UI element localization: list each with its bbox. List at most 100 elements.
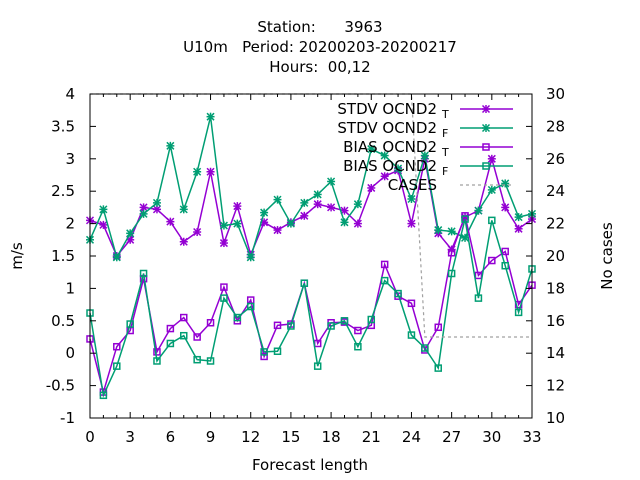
legend-label: BIAS OCND2 xyxy=(343,157,437,175)
y2-tick-label: 10 xyxy=(546,409,565,427)
y2-tick-label: 12 xyxy=(546,377,565,395)
data-point xyxy=(112,253,121,262)
data-point xyxy=(407,331,416,339)
axes-layer: 0 3 6 9 12 15 18 21 24 27 30 33 -1 -0.5 0 0.5 1 1.5 2 2.5 3 3… xyxy=(46,85,565,446)
data-point xyxy=(246,253,255,262)
data-point xyxy=(447,249,456,257)
data-point xyxy=(488,216,496,225)
x-tick-label: 27 xyxy=(442,428,461,446)
y2-tick-label: 28 xyxy=(546,117,565,135)
x-tick-label: 30 xyxy=(482,428,501,446)
data-point xyxy=(220,283,228,291)
data-point xyxy=(219,239,228,248)
x-tick-label: 24 xyxy=(402,428,421,446)
data-point xyxy=(220,294,228,302)
y-axis-label: m/s xyxy=(8,242,26,270)
data-point xyxy=(327,322,335,330)
data-point xyxy=(474,271,483,280)
y2-tick-label: 18 xyxy=(546,279,565,297)
data-point xyxy=(206,357,215,365)
data-point xyxy=(206,318,215,327)
data-point xyxy=(300,211,309,220)
y-tick-label: -0.5 xyxy=(46,377,75,395)
data-point xyxy=(407,299,416,308)
data-point xyxy=(206,167,215,176)
data-point xyxy=(246,302,255,311)
x-tick-label: 3 xyxy=(125,428,135,446)
data-point xyxy=(474,206,483,215)
data-point xyxy=(99,205,108,214)
series-line xyxy=(89,218,533,398)
legend-label: STDV OCND2 xyxy=(337,119,437,137)
data-point xyxy=(340,218,349,227)
data-point xyxy=(380,260,389,269)
data-point xyxy=(126,320,134,328)
data-point xyxy=(193,167,202,176)
series-layer xyxy=(85,93,537,400)
legend-entry: BIAS OCND2 F xyxy=(343,157,513,178)
data-point xyxy=(501,203,510,212)
data-point xyxy=(394,289,402,298)
legend-label: CASES xyxy=(388,176,437,194)
data-point xyxy=(434,226,443,235)
data-point xyxy=(501,179,510,188)
data-point xyxy=(193,355,201,364)
data-point xyxy=(179,237,188,246)
legend-entry: STDV OCND2 T xyxy=(337,100,513,121)
data-point xyxy=(487,154,496,163)
data-point xyxy=(287,322,295,330)
data-point xyxy=(474,294,483,302)
legend-subscript: F xyxy=(442,127,448,140)
series-0 xyxy=(85,154,537,261)
y2-tick-label: 20 xyxy=(546,247,565,265)
y-tick-label: -1 xyxy=(60,409,75,427)
y-tick-label: 0.5 xyxy=(51,312,75,330)
y-tick-label: 1 xyxy=(65,279,75,297)
data-point xyxy=(193,333,201,341)
data-point xyxy=(300,279,309,287)
data-point xyxy=(354,326,362,335)
y-tick-label: 3.5 xyxy=(51,117,75,135)
data-point xyxy=(514,308,523,317)
data-point xyxy=(501,247,509,256)
x-tick-label: 6 xyxy=(166,428,176,446)
data-point xyxy=(434,323,442,332)
data-point xyxy=(166,217,175,226)
x-tick-label: 33 xyxy=(522,428,541,446)
data-point xyxy=(340,317,349,325)
data-point xyxy=(153,357,161,365)
data-point xyxy=(260,348,268,356)
data-point xyxy=(461,215,469,223)
data-point xyxy=(407,219,416,228)
data-point xyxy=(166,339,175,348)
data-point xyxy=(354,342,362,351)
data-point xyxy=(166,324,175,333)
data-point xyxy=(206,112,215,121)
data-point xyxy=(99,391,108,400)
data-point xyxy=(380,151,389,160)
y2-tick-label: 26 xyxy=(546,150,565,168)
legend-entry: STDV OCND2 F xyxy=(337,119,513,140)
y-tick-label: 2.5 xyxy=(51,182,75,200)
data-point xyxy=(313,190,322,199)
data-point xyxy=(487,185,496,194)
data-point xyxy=(367,145,376,154)
data-point xyxy=(353,200,362,209)
x-tick-label: 0 xyxy=(85,428,95,446)
data-point xyxy=(514,213,523,222)
y-tick-label: 1.5 xyxy=(51,247,75,265)
data-point xyxy=(273,347,282,356)
y2-tick-label: 22 xyxy=(546,215,565,233)
x-tick-label: 12 xyxy=(241,428,260,446)
y2-tick-label: 16 xyxy=(546,312,565,330)
data-point xyxy=(447,227,456,236)
data-point xyxy=(166,141,175,150)
y-tick-label: 0 xyxy=(65,344,75,362)
data-point xyxy=(421,344,429,352)
data-point xyxy=(126,229,135,238)
y2-tick-label: 14 xyxy=(546,344,565,362)
plot-frame xyxy=(89,93,533,419)
data-point xyxy=(286,219,295,228)
